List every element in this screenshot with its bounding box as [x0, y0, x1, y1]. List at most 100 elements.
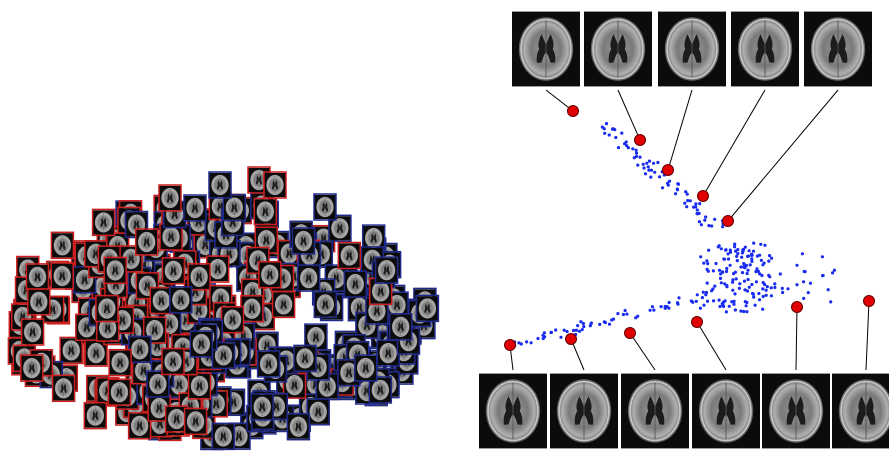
embedding-point: [658, 175, 662, 179]
embedding-point: [646, 165, 650, 169]
embedding-point: [706, 262, 710, 266]
embedding-point: [536, 336, 540, 341]
connector-line: [629, 332, 656, 371]
top-brain-thumbnail: [658, 10, 726, 88]
embedding-point: [773, 285, 777, 290]
montage-thumbnail: [91, 208, 116, 237]
embedding-point: [795, 263, 799, 267]
montage-thumbnail: [328, 214, 352, 243]
embedding-point: [582, 325, 586, 329]
embedding-point: [721, 304, 725, 308]
montage-thumbnail: [161, 257, 186, 285]
embedding-point: [719, 272, 723, 276]
embedding-point: [832, 268, 837, 272]
embedding-point: [724, 310, 729, 314]
embedding-point: [694, 299, 698, 303]
connector-line: [702, 89, 766, 197]
embedding-point: [764, 293, 768, 297]
montage-thumbnail: [107, 378, 132, 406]
embedding-point: [745, 289, 750, 293]
embedding-point: [656, 160, 660, 165]
embedding-point: [688, 199, 692, 203]
embedding-point: [746, 277, 750, 282]
embedding-point: [744, 263, 749, 268]
embedding-point: [631, 147, 635, 151]
embedding-point: [761, 294, 765, 299]
embedding-point: [577, 329, 582, 333]
embedding-point: [767, 254, 772, 258]
embedding-point: [721, 300, 726, 304]
montage-thumbnail: [220, 305, 245, 334]
montage-thumbnail: [149, 286, 174, 315]
embedding-point: [620, 131, 624, 135]
embedding-point: [718, 304, 722, 309]
embedding-point: [768, 275, 772, 279]
embedding-point: [652, 161, 656, 165]
montage-thumbnail: [293, 344, 317, 373]
embedding-point: [719, 247, 723, 251]
embedding-point: [769, 294, 774, 298]
embedding-point: [705, 259, 709, 263]
embedding-point: [757, 298, 762, 302]
embedding-point: [731, 288, 735, 292]
embedding-point: [607, 133, 611, 137]
embedding-point: [765, 285, 769, 289]
embedding-point: [713, 217, 717, 221]
embedding-point: [726, 252, 730, 256]
montage-thumbnail: [263, 171, 287, 199]
embedding-point: [683, 201, 687, 205]
montage-thumbnail: [376, 339, 400, 367]
montage-thumbnail: [291, 227, 316, 255]
embedding-point: [653, 170, 657, 174]
montage-thumbnail: [20, 318, 45, 346]
embedding-point: [614, 135, 618, 140]
embedding-point: [650, 305, 655, 309]
montage-thumbnail: [142, 316, 167, 344]
embedding-point: [748, 263, 752, 267]
embedding-point: [806, 291, 810, 295]
embedding-point: [747, 285, 751, 289]
top-brain-thumbnail: [512, 10, 580, 88]
embedding-point: [826, 288, 830, 292]
embedding-point: [634, 151, 639, 155]
bottom-brain-thumbnail: [762, 372, 830, 450]
embedding-point: [743, 288, 747, 292]
embedding-point: [736, 252, 740, 256]
embedding-point: [603, 320, 608, 325]
embedding-point: [773, 282, 777, 286]
embedding-point: [675, 301, 680, 305]
embedding-point: [705, 299, 710, 303]
montage-thumbnail: [25, 263, 50, 291]
embedding-point: [759, 242, 763, 246]
embedding-point: [733, 245, 737, 249]
embedding-point: [721, 225, 725, 229]
embedding-point: [541, 333, 545, 337]
embedding-point: [525, 340, 529, 344]
montage-thumbnail: [250, 393, 274, 421]
embedding-point: [717, 244, 721, 248]
montage-thumbnail: [313, 193, 337, 221]
montage-thumbnail: [368, 376, 393, 404]
embedding-point: [632, 156, 636, 160]
embedding-point: [712, 299, 716, 303]
montage-thumbnail: [211, 422, 236, 451]
embedding-point: [685, 205, 689, 209]
embedding-point: [598, 322, 602, 326]
embedding-point: [831, 271, 835, 275]
embedding-point: [649, 175, 653, 179]
embedding-point: [697, 220, 702, 224]
montage-thumbnail: [388, 313, 413, 341]
embedding-point: [581, 321, 586, 326]
embedding-point: [829, 300, 833, 304]
embedding-point: [820, 255, 825, 259]
montage-thumbnail: [187, 372, 212, 400]
embedding-point: [699, 223, 704, 227]
embedding-point: [742, 279, 747, 283]
embedding-point: [652, 308, 656, 312]
embedding-point: [719, 281, 723, 285]
embedding-point: [739, 265, 743, 269]
selected-point-marker: [863, 295, 875, 307]
montage-thumbnail: [183, 194, 207, 222]
embedding-point: [780, 286, 784, 290]
embedding-point: [685, 192, 689, 196]
